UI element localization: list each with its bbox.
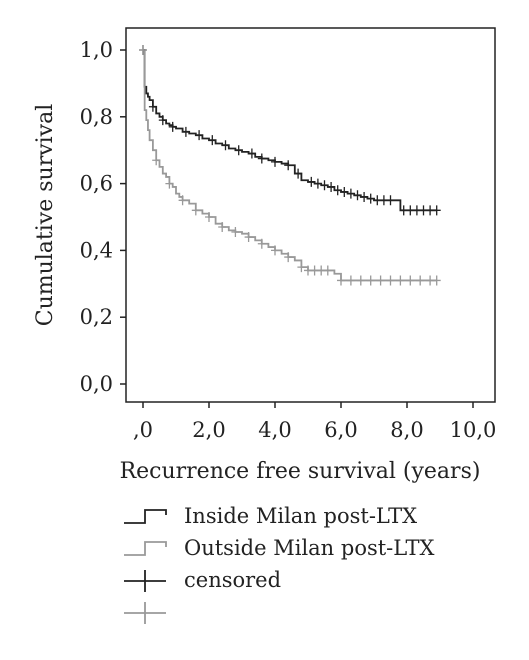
censor-mark xyxy=(284,252,293,263)
censor-mark xyxy=(257,153,266,164)
censor-mark xyxy=(416,275,425,286)
censor-mark xyxy=(320,180,329,191)
plot-frame xyxy=(125,27,496,403)
censor-mark xyxy=(432,275,441,286)
censor-mark xyxy=(148,101,157,112)
censor-mark xyxy=(257,238,266,249)
censor-mark xyxy=(356,275,365,286)
censor-mark xyxy=(327,181,336,192)
censor-mark xyxy=(346,275,355,286)
censor-mark xyxy=(353,190,362,201)
censor-mark xyxy=(284,160,293,171)
censor-mark xyxy=(195,130,204,141)
censor-mark xyxy=(221,140,230,151)
x-axis-title: Recurrence free survival (years) xyxy=(120,459,481,484)
y-tick-label: 0,8 xyxy=(80,105,113,129)
legend-item: Inside Milan post-LTX xyxy=(124,504,417,528)
legend-label: Inside Milan post-LTX xyxy=(184,504,417,528)
censor-mark xyxy=(346,188,355,199)
legend-swatch xyxy=(124,570,166,592)
censor-mark xyxy=(165,178,174,189)
censor-mark xyxy=(181,126,190,137)
censor-mark xyxy=(205,212,213,222)
x-axis: ,0 2,0 4,0 6,0 8,0 10,0 xyxy=(133,402,496,442)
legend-swatch xyxy=(124,541,167,556)
censor-mark xyxy=(396,275,405,286)
legend-label: censored xyxy=(184,568,281,592)
censor-mark xyxy=(218,222,227,233)
y-tick-label: 0,4 xyxy=(80,238,113,262)
censor-mark xyxy=(386,195,395,206)
censor-mark xyxy=(294,168,303,179)
censor-mark xyxy=(178,195,187,206)
censor-mark xyxy=(234,145,243,156)
censor-mark xyxy=(244,232,253,243)
censor-mark xyxy=(333,185,342,196)
x-tick-label: ,0 xyxy=(133,418,153,442)
censor-mark xyxy=(366,275,375,286)
y-tick-label: 1,0 xyxy=(80,38,113,62)
censor-mark xyxy=(340,186,349,197)
legend: Inside Milan post-LTX Outside Milan post-… xyxy=(124,504,435,624)
censor-mark xyxy=(158,115,167,126)
x-tick-label: 6,0 xyxy=(324,418,357,442)
censor-mark xyxy=(313,178,322,189)
censor-mark xyxy=(376,275,385,286)
censor-mark xyxy=(366,193,375,204)
y-tick-label: 0,2 xyxy=(80,305,113,329)
censor-mark xyxy=(152,155,161,166)
y-tick-label: 0,6 xyxy=(80,172,113,196)
censor-marks xyxy=(139,45,441,286)
x-tick-label: 8,0 xyxy=(390,418,423,442)
y-tick-label: 0,0 xyxy=(80,372,113,396)
censor-mark xyxy=(406,275,415,286)
censor-mark xyxy=(139,45,147,55)
legend-item: Outside Milan post-LTX xyxy=(124,536,435,560)
censor-mark xyxy=(386,275,395,286)
censor-mark xyxy=(337,275,345,286)
censor-mark xyxy=(297,262,306,273)
censor-mark xyxy=(191,205,200,216)
censor-mark xyxy=(271,245,279,256)
legend-item: censored xyxy=(124,568,281,592)
x-tick-label: 10,0 xyxy=(450,418,497,442)
censor-mark xyxy=(432,205,441,216)
series-line-0 xyxy=(143,49,437,212)
legend-label: Outside Milan post-LTX xyxy=(184,536,435,560)
legend-swatch xyxy=(124,602,166,624)
censor-mark xyxy=(307,176,316,187)
censor-mark xyxy=(231,227,240,238)
x-tick-label: 4,0 xyxy=(258,418,291,442)
x-tick-label: 2,0 xyxy=(192,418,225,442)
legend-swatch xyxy=(124,509,167,524)
censor-mark xyxy=(247,148,256,159)
y-axis-title: Cumulative survival xyxy=(33,104,58,327)
censor-mark xyxy=(271,156,279,167)
censor-mark xyxy=(208,135,217,146)
censor-mark xyxy=(360,191,369,202)
y-axis: 0,0 0,2 0,4 0,6 0,8 1,0 xyxy=(80,38,126,396)
censor-mark xyxy=(323,265,332,276)
censor-mark xyxy=(168,121,177,132)
legend-item xyxy=(124,602,166,624)
